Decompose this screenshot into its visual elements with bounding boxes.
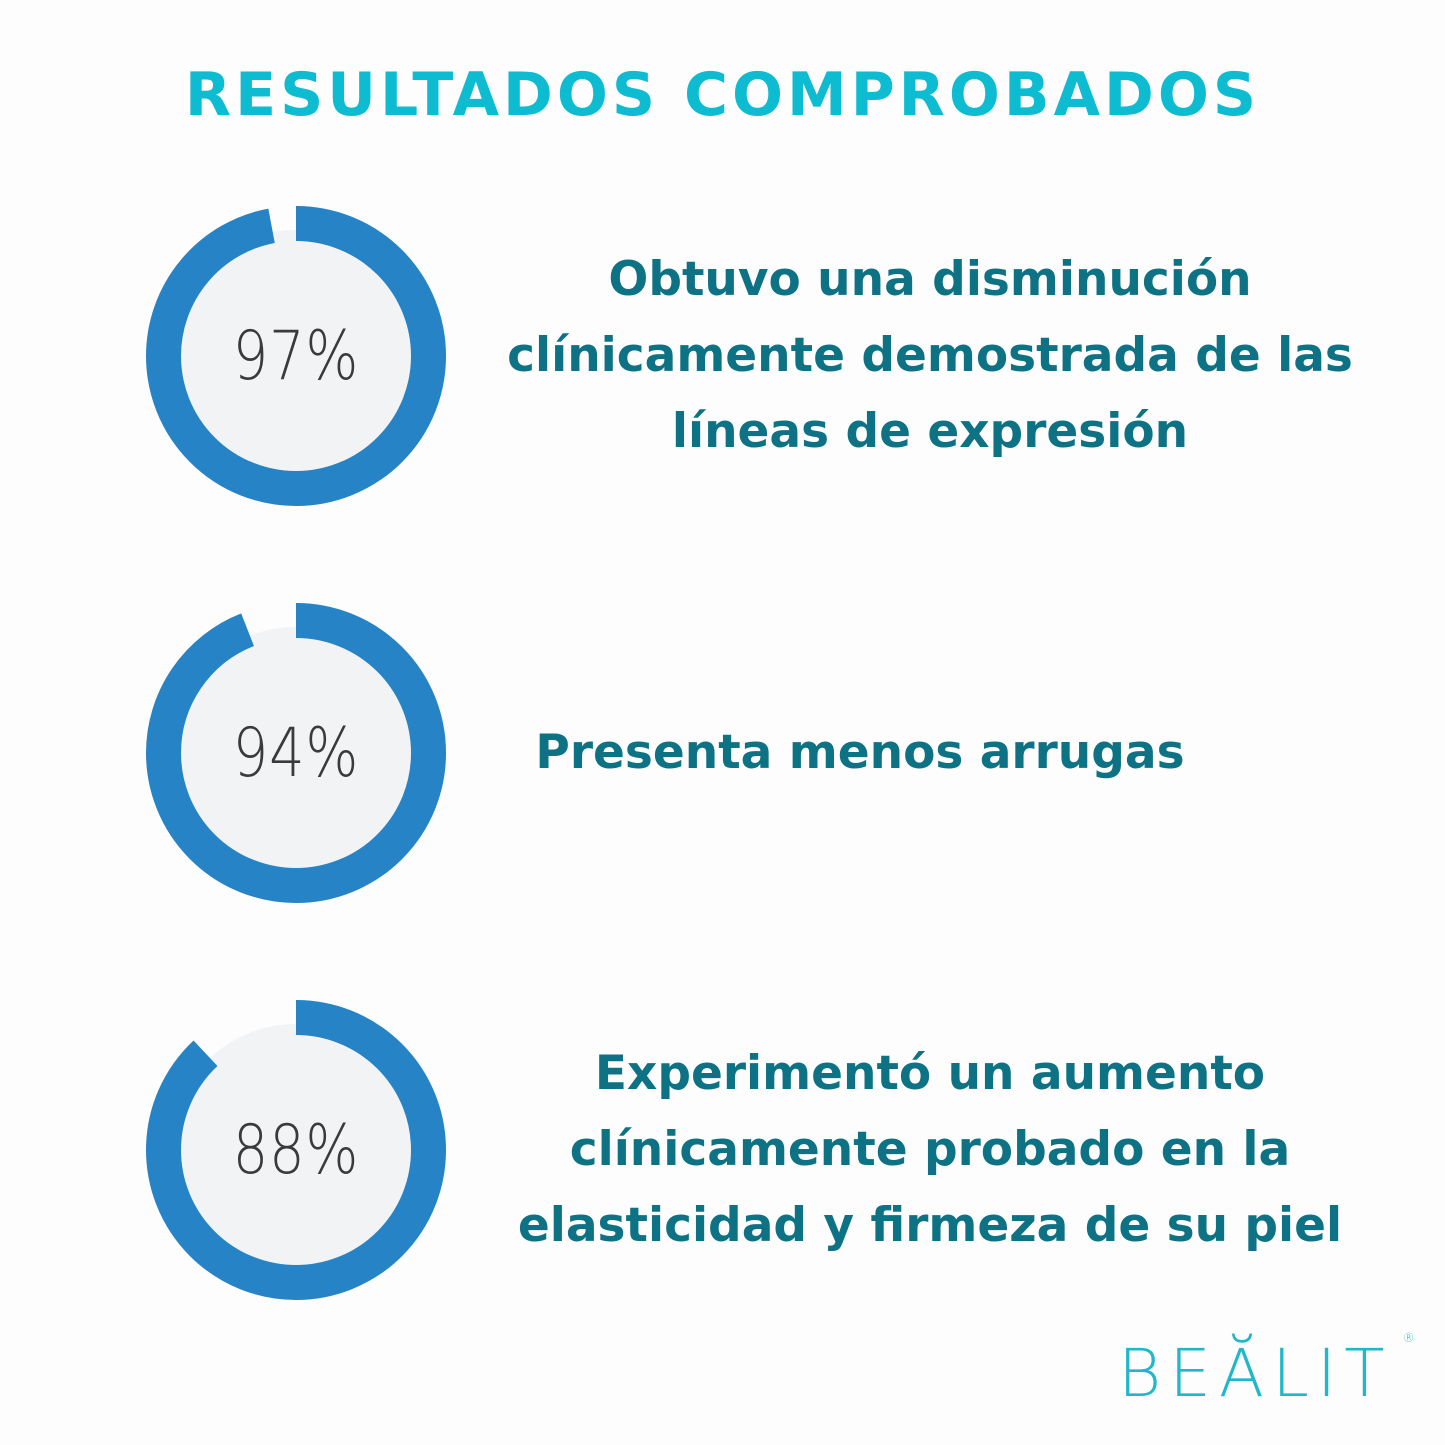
donut-chart-97 bbox=[136, 196, 456, 516]
progress-ring-icon bbox=[146, 603, 446, 903]
donut-chart-88 bbox=[136, 990, 456, 1310]
page-title: RESULTADOS COMPROBADOS bbox=[184, 60, 1261, 130]
brand-logo: BEĂLIT ® bbox=[1118, 1331, 1415, 1412]
percent-label: 88% bbox=[232, 1110, 360, 1190]
progress-ring-icon bbox=[146, 206, 446, 506]
donut-chart-94 bbox=[136, 593, 456, 913]
progress-ring-icon bbox=[146, 1000, 446, 1300]
stat-description: Experimentó un aumento clínicamente prob… bbox=[517, 1046, 1343, 1253]
stat-description: Obtuvo una disminución clínicamente demo… bbox=[507, 252, 1353, 459]
registered-mark: ® bbox=[1402, 1331, 1415, 1345]
stat-description: Presenta menos arrugas bbox=[535, 725, 1185, 780]
percent-label: 94% bbox=[232, 713, 360, 793]
logo-text: BEĂLIT bbox=[1118, 1335, 1393, 1412]
stat-row-2: 94% Presenta menos arrugas bbox=[0, 593, 1445, 913]
stat-row-3: 88% Experimentó un aumento clínicamente … bbox=[0, 990, 1445, 1310]
stat-row-1: 97% Obtuvo una disminución clínicamente … bbox=[0, 196, 1445, 516]
percent-label: 97% bbox=[232, 316, 360, 396]
